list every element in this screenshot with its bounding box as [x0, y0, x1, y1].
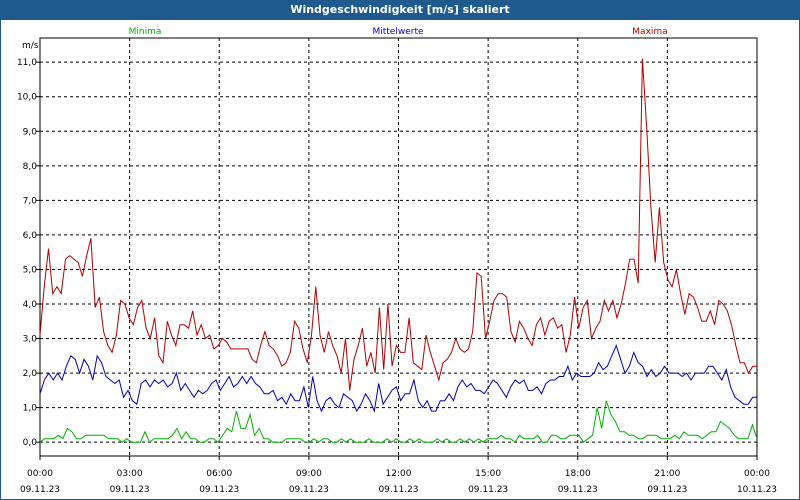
x-tick-time: 00:00	[27, 469, 53, 479]
x-tick-date: 09.11.23	[289, 485, 329, 495]
x-tick-time: 09:00	[296, 469, 322, 479]
x-tick-date: 09.11.23	[468, 485, 508, 495]
series-lines	[39, 58, 758, 443]
y-tick-label: 4,0	[23, 300, 38, 310]
chart-title: Windgeschwindigkeit [m/s] skaliert	[0, 0, 800, 20]
y-tick-label: 0,0	[23, 438, 38, 448]
series-line-mittelwerte	[39, 344, 757, 413]
y-tick-label: 6,0	[23, 231, 38, 241]
y-tick-label: 1,0	[23, 404, 38, 414]
y-axis-label: m/s	[22, 41, 39, 51]
x-tick-time: 06:00	[206, 469, 232, 479]
x-tick-time: 21:00	[654, 469, 680, 479]
x-tick-date: 09.11.23	[647, 485, 687, 495]
y-axis-ticks: 0,0 1,0 2,0 3,0 4,0 5,0 6,0 7,0 8,0 9,0 10,0 11,0	[17, 58, 40, 448]
x-tick-date: 09.11.23	[20, 485, 60, 495]
y-tick-label: 10,0	[17, 93, 37, 103]
grid-lines	[40, 38, 757, 456]
legend-mittelwerte: Mittelwerte	[372, 27, 423, 37]
x-tick-date: 09.11.23	[378, 485, 418, 495]
y-tick-label: 7,0	[23, 196, 38, 206]
x-tick-date: 09.11.23	[110, 485, 150, 495]
x-tick-time: 00:00	[744, 469, 770, 479]
x-tick-date: 09.11.23	[199, 485, 239, 495]
x-tick-time: 18:00	[565, 469, 591, 479]
y-tick-label: 2,0	[23, 369, 38, 379]
x-tick-date: 10.11.23	[737, 485, 777, 495]
x-axis-ticks: 00:00 09.11.23 03:00 09.11.23 06:00 09.11.23 0…	[20, 456, 777, 495]
y-tick-label: 11,0	[17, 58, 37, 68]
series-line-maxima	[39, 58, 757, 391]
y-tick-label: 8,0	[23, 162, 38, 172]
legend-minima: Minima	[129, 27, 162, 37]
legend-maxima: Maxima	[632, 27, 667, 37]
y-tick-label: 9,0	[23, 127, 38, 137]
series-line-minima	[39, 400, 758, 443]
legend: Minima Mittelwerte Maxima	[129, 27, 668, 37]
x-tick-date: 09.11.23	[558, 485, 598, 495]
x-tick-time: 03:00	[117, 469, 143, 479]
x-tick-time: 15:00	[475, 469, 501, 479]
y-tick-label: 3,0	[23, 335, 38, 345]
x-tick-time: 12:00	[386, 469, 412, 479]
y-tick-label: 5,0	[23, 265, 38, 275]
